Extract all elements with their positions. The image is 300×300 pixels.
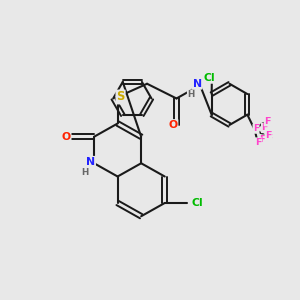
Text: H: H bbox=[188, 90, 195, 99]
Text: O: O bbox=[168, 120, 178, 130]
Text: N: N bbox=[86, 157, 95, 167]
Text: F: F bbox=[259, 135, 265, 144]
Text: F: F bbox=[266, 134, 272, 143]
Text: O: O bbox=[61, 132, 70, 142]
Text: F: F bbox=[265, 117, 271, 126]
Text: Cl: Cl bbox=[204, 73, 215, 83]
Text: F: F bbox=[262, 123, 268, 132]
Text: F: F bbox=[253, 124, 259, 133]
Text: H: H bbox=[82, 168, 89, 177]
Text: Cl: Cl bbox=[191, 198, 203, 208]
Text: N: N bbox=[193, 79, 202, 89]
Text: F: F bbox=[266, 131, 272, 140]
Text: S: S bbox=[116, 91, 125, 103]
Text: F: F bbox=[255, 138, 261, 147]
